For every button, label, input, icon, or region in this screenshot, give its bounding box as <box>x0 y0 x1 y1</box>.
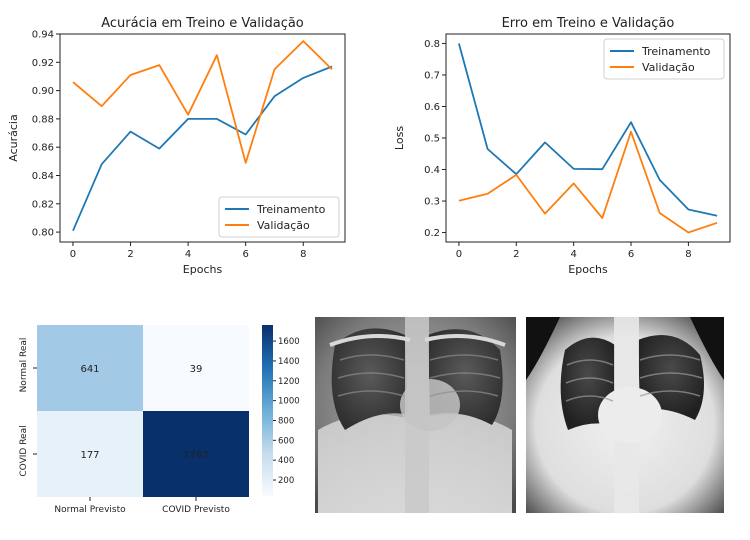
cm-cell <box>37 325 143 411</box>
y-axis-label: Acurácia <box>7 114 20 161</box>
cm-cell <box>37 411 143 497</box>
y-tick-label: 0.82 <box>32 199 54 210</box>
confusion-matrix: 641 39 177 1762 Normal Real COVID Real Normal … <box>19 325 300 515</box>
x-tick-label: 6 <box>242 249 248 260</box>
cm-cell-value: 1762 <box>183 450 208 461</box>
y-tick-label: 0.86 <box>32 143 54 154</box>
chest-xray-1 <box>315 317 516 513</box>
y-tick-label: 0.6 <box>424 102 440 113</box>
series-line-val <box>72 40 333 164</box>
legend-label-val: Validação <box>642 61 695 74</box>
cm-row-label: Normal Real <box>19 338 29 393</box>
colorbar-tick-label: 1400 <box>278 357 300 367</box>
x-tick-label: 4 <box>570 249 576 260</box>
cm-cell <box>143 411 249 497</box>
legend-label-train: Treinamento <box>641 45 711 58</box>
cm-cell-value: 641 <box>80 364 99 375</box>
cm-col-label: Normal Previsto <box>54 505 126 515</box>
x-tick-label: 8 <box>685 249 691 260</box>
legend: Treinamento Validação <box>218 196 340 238</box>
colorbar-tick-label: 800 <box>278 416 294 426</box>
series-line-train <box>72 65 333 232</box>
legend-box <box>218 196 340 238</box>
y-tick-label: 0.88 <box>32 114 54 125</box>
accuracy-chart: Acurácia em Treino e Validação 0 2 4 6 8 0.80 0… <box>7 16 346 276</box>
x-tick-label: 0 <box>456 249 462 260</box>
x-tick-label: 4 <box>185 249 191 260</box>
y-tick-label: 0.80 <box>32 228 54 239</box>
x-tick-label: 6 <box>628 249 634 260</box>
colorbar-tick-label: 1600 <box>278 337 300 347</box>
y-tick-label: 0.7 <box>424 70 440 81</box>
x-tick-label: 2 <box>127 249 133 260</box>
chart-title: Erro em Treino e Validação <box>502 16 675 31</box>
series-line-train <box>458 43 718 217</box>
y-tick-label: 0.5 <box>424 134 440 145</box>
x-tick-label: 8 <box>300 249 306 260</box>
legend-label-val: Validação <box>257 219 310 232</box>
legend: Treinamento Validação <box>603 38 725 80</box>
y-tick-label: 0.94 <box>32 30 54 41</box>
colorbar-tick-label: 600 <box>278 436 294 446</box>
colorbar <box>262 325 273 496</box>
colorbar-tick-label: 400 <box>278 456 294 466</box>
y-axis-label: Loss <box>393 126 406 150</box>
x-axis-label: Epochs <box>568 263 608 276</box>
cm-row-label: COVID Real <box>19 425 29 476</box>
loss-chart: Erro em Treino e Validação 0 2 4 6 8 0.2 0.3 0.4… <box>393 16 731 276</box>
y-tick-label: 0.84 <box>32 171 54 182</box>
x-axis-label: Epochs <box>183 263 223 276</box>
legend-box <box>603 38 725 80</box>
cm-cell <box>143 325 249 411</box>
y-tick-label: 0.3 <box>424 197 440 208</box>
series-line-val <box>458 130 718 234</box>
chart-title: Acurácia em Treino e Validação <box>101 16 304 31</box>
chest-xray-2 <box>526 317 724 513</box>
colorbar-tick-label: 200 <box>278 476 294 486</box>
cm-cell-value: 39 <box>190 364 203 375</box>
colorbar-tick-label: 1000 <box>278 397 300 407</box>
legend-label-train: Treinamento <box>256 203 326 216</box>
x-tick-label: 2 <box>513 249 519 260</box>
y-tick-label: 0.4 <box>424 165 440 176</box>
y-tick-label: 0.90 <box>32 86 54 97</box>
cm-col-label: COVID Previsto <box>162 505 230 515</box>
y-tick-label: 0.92 <box>32 58 54 69</box>
y-tick-label: 0.2 <box>424 228 440 239</box>
x-tick-label: 0 <box>70 249 76 260</box>
cm-cell-value: 177 <box>80 450 99 461</box>
colorbar-tick-label: 1200 <box>278 377 300 387</box>
plot-frame <box>59 33 346 243</box>
y-tick-label: 0.8 <box>424 39 440 50</box>
